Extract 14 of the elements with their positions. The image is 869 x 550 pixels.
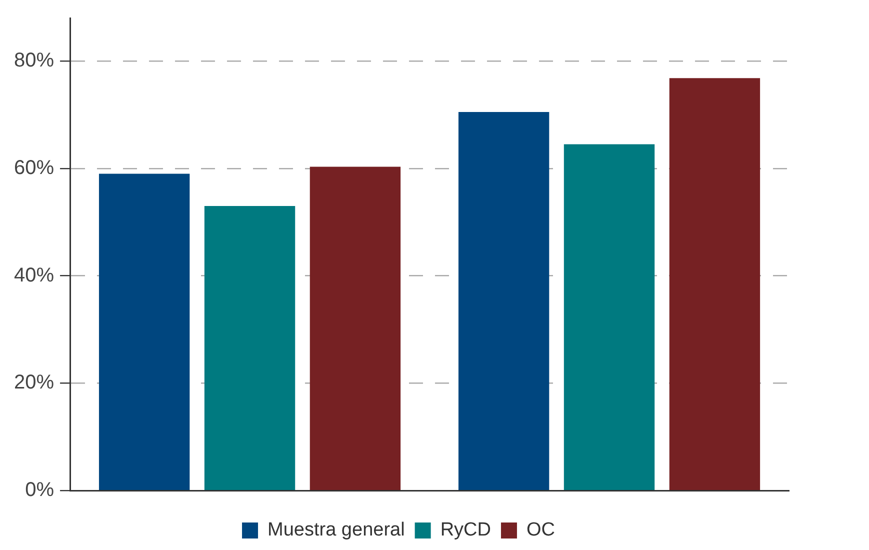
bar bbox=[310, 166, 401, 490]
y-tick-label: 60% bbox=[14, 156, 54, 179]
y-tick-label: 20% bbox=[14, 372, 54, 394]
bar bbox=[204, 206, 296, 490]
legend-label: Muestra general bbox=[268, 520, 405, 541]
legend-label: OC bbox=[526, 520, 555, 541]
y-tick-label: 0% bbox=[25, 479, 54, 502]
bar bbox=[98, 174, 190, 490]
bar bbox=[458, 112, 550, 490]
y-tick-label: 80% bbox=[14, 49, 54, 72]
bar bbox=[564, 144, 655, 490]
y-tick-label: 40% bbox=[14, 264, 54, 286]
legend-label: RyCD bbox=[440, 520, 491, 541]
bar bbox=[669, 78, 760, 490]
